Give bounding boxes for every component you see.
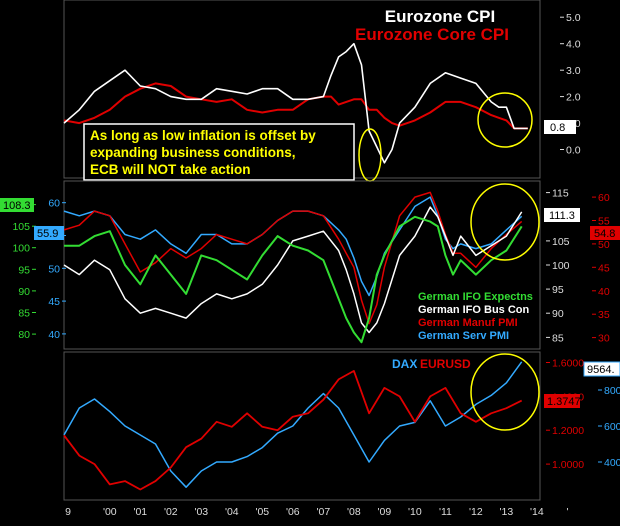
cpi-panel: 5.04.03.02.01.00.0 Eurozone CPI Eurozone…	[63, 0, 581, 182]
ifo-bus-con-tag-label: 111.3	[549, 210, 575, 222]
annotation-box	[83, 123, 355, 181]
chart-subtitle: Eurozone Core CPI	[355, 25, 509, 44]
x-tick-label: '00	[103, 506, 117, 518]
dax-y-tick: 4000	[604, 457, 620, 469]
eurusd-y-tick: 1.6000	[552, 358, 584, 370]
highlight-ellipse-ifo	[470, 183, 540, 261]
manuf-pmi-tag-label: 54.8	[594, 228, 615, 240]
legend-dax: DAX	[392, 357, 417, 371]
pmi-right-tick: 30	[598, 333, 610, 345]
eurusd-tag-label: 1.3747	[547, 396, 581, 408]
ifo-left-tick: 95	[18, 264, 30, 276]
legend-manuf-pmi: German Manuf PMI	[418, 317, 518, 329]
ifo-right-tick: 100	[552, 260, 570, 272]
ifo-bus-con-line	[63, 206, 523, 334]
x-tick-label: '14	[530, 506, 544, 518]
pmi-right-tick: 55	[598, 216, 610, 228]
cpi-lines	[63, 42, 528, 164]
legend-serv-pmi: German Serv PMI	[418, 330, 509, 342]
cpi-y-tick: 3.0	[566, 65, 581, 77]
highlight-ellipse-dax	[470, 353, 540, 431]
pmi-left-tick: 45	[48, 296, 60, 308]
x-tick-label: '12	[469, 506, 483, 518]
x-tick-label: '07	[317, 506, 331, 518]
ifo-right-tick: 90	[552, 308, 564, 320]
annotation-line-3: ECB will NOT take action	[90, 162, 251, 177]
x-tick-label: '02	[164, 506, 178, 518]
pmi-left-tick: 50	[48, 263, 60, 275]
chart-title: Eurozone CPI	[385, 7, 496, 26]
ifo-right-tick: 105	[552, 236, 570, 248]
x-tick-label: '05	[255, 506, 269, 518]
x-tick-label: '11	[439, 506, 452, 518]
eurusd-y-tick: 1.2000	[552, 425, 584, 437]
dax-y-tick: 6000	[604, 421, 620, 433]
x-tick-label: '10	[408, 506, 422, 518]
legend-ifo-bus-con: German IFO Bus Con	[418, 304, 530, 316]
x-tick-label: '09	[378, 506, 392, 518]
pmi-right-tick: 60	[598, 192, 610, 204]
ifo-expectns-tag	[0, 198, 34, 212]
x-tick-label: '04	[225, 506, 239, 518]
dax-line	[63, 361, 523, 488]
dax-tag	[583, 361, 620, 377]
x-tick-label: '08	[347, 506, 361, 518]
cpi-last-value-label: 0.8	[550, 122, 565, 134]
ifo-right-tick: 95	[552, 284, 564, 296]
ifo-left-tick: 100	[12, 243, 30, 255]
pmi-right-tick: 50	[598, 239, 610, 251]
ifo-expectns-tag-label: 108.3	[3, 200, 31, 212]
x-axis-labels: 9 '00 '01 '02 '03 '04 '05 '06 '07 '08 '09 '10 '11 '12…	[65, 506, 568, 518]
ifo-right-tick: 85	[552, 332, 564, 344]
highlight-ellipse-2013	[477, 92, 533, 148]
legend-ifo-expectns: German IFO Expectns	[418, 291, 533, 303]
ifo-pmi-lines	[63, 191, 523, 344]
cpi-line	[63, 42, 528, 164]
dax-y-tick: 8000	[604, 385, 620, 397]
dax-eurusd-lines	[63, 361, 523, 491]
cpi-y-tick: 5.0	[566, 12, 581, 24]
cpi-y-tick: 2.0	[566, 92, 581, 104]
x-tick-label: '13	[500, 506, 514, 518]
pmi-right-tick: 40	[598, 286, 610, 298]
pmi-left-tick: 60	[48, 198, 60, 210]
x-tick-label: '03	[194, 506, 208, 518]
dax-tag-label: 9564.	[587, 364, 615, 376]
cpi-y-tick: 4.0	[566, 39, 581, 51]
x-tick-label: '01	[133, 506, 147, 518]
manuf-pmi-tag	[590, 226, 620, 240]
x-tick-label: 9	[65, 506, 71, 518]
eurusd-y-tick: 1.0000	[552, 459, 584, 471]
ifo-left-tick: 90	[18, 286, 30, 298]
eurusd-line	[63, 369, 523, 491]
annotation-line-2: expanding business conditions,	[90, 145, 296, 160]
core-cpi-line	[63, 82, 528, 130]
x-tick-label: '	[566, 506, 568, 518]
ifo-left-tick: 85	[18, 308, 30, 320]
legend-eurusd: EURUSD	[420, 357, 471, 371]
ifo-bus-con-tag	[544, 208, 580, 222]
ifo-right-tick: 115	[552, 188, 569, 200]
pmi-left-tick: 40	[48, 329, 60, 341]
pmi-right-tick: 45	[598, 262, 610, 274]
eurusd-tag	[544, 394, 580, 408]
ifo-expectns-line	[64, 215, 523, 344]
serv-pmi-tag-label: 55.9	[37, 228, 58, 240]
pmi-right-tick: 35	[598, 309, 610, 321]
cpi-y-tick: 0.0	[566, 145, 581, 157]
cpi-last-value-tag	[544, 120, 576, 134]
serv-pmi-tag	[34, 226, 64, 240]
ifo-left-tick: 80	[18, 329, 30, 341]
x-tick-label: '06	[286, 506, 300, 518]
ifo-pmi-panel: 1101051009590858060555045401151101051009…	[0, 180, 620, 350]
annotation-line-1: As long as low inflation is offset by	[90, 128, 316, 143]
ifo-left-tick: 105	[12, 221, 30, 233]
